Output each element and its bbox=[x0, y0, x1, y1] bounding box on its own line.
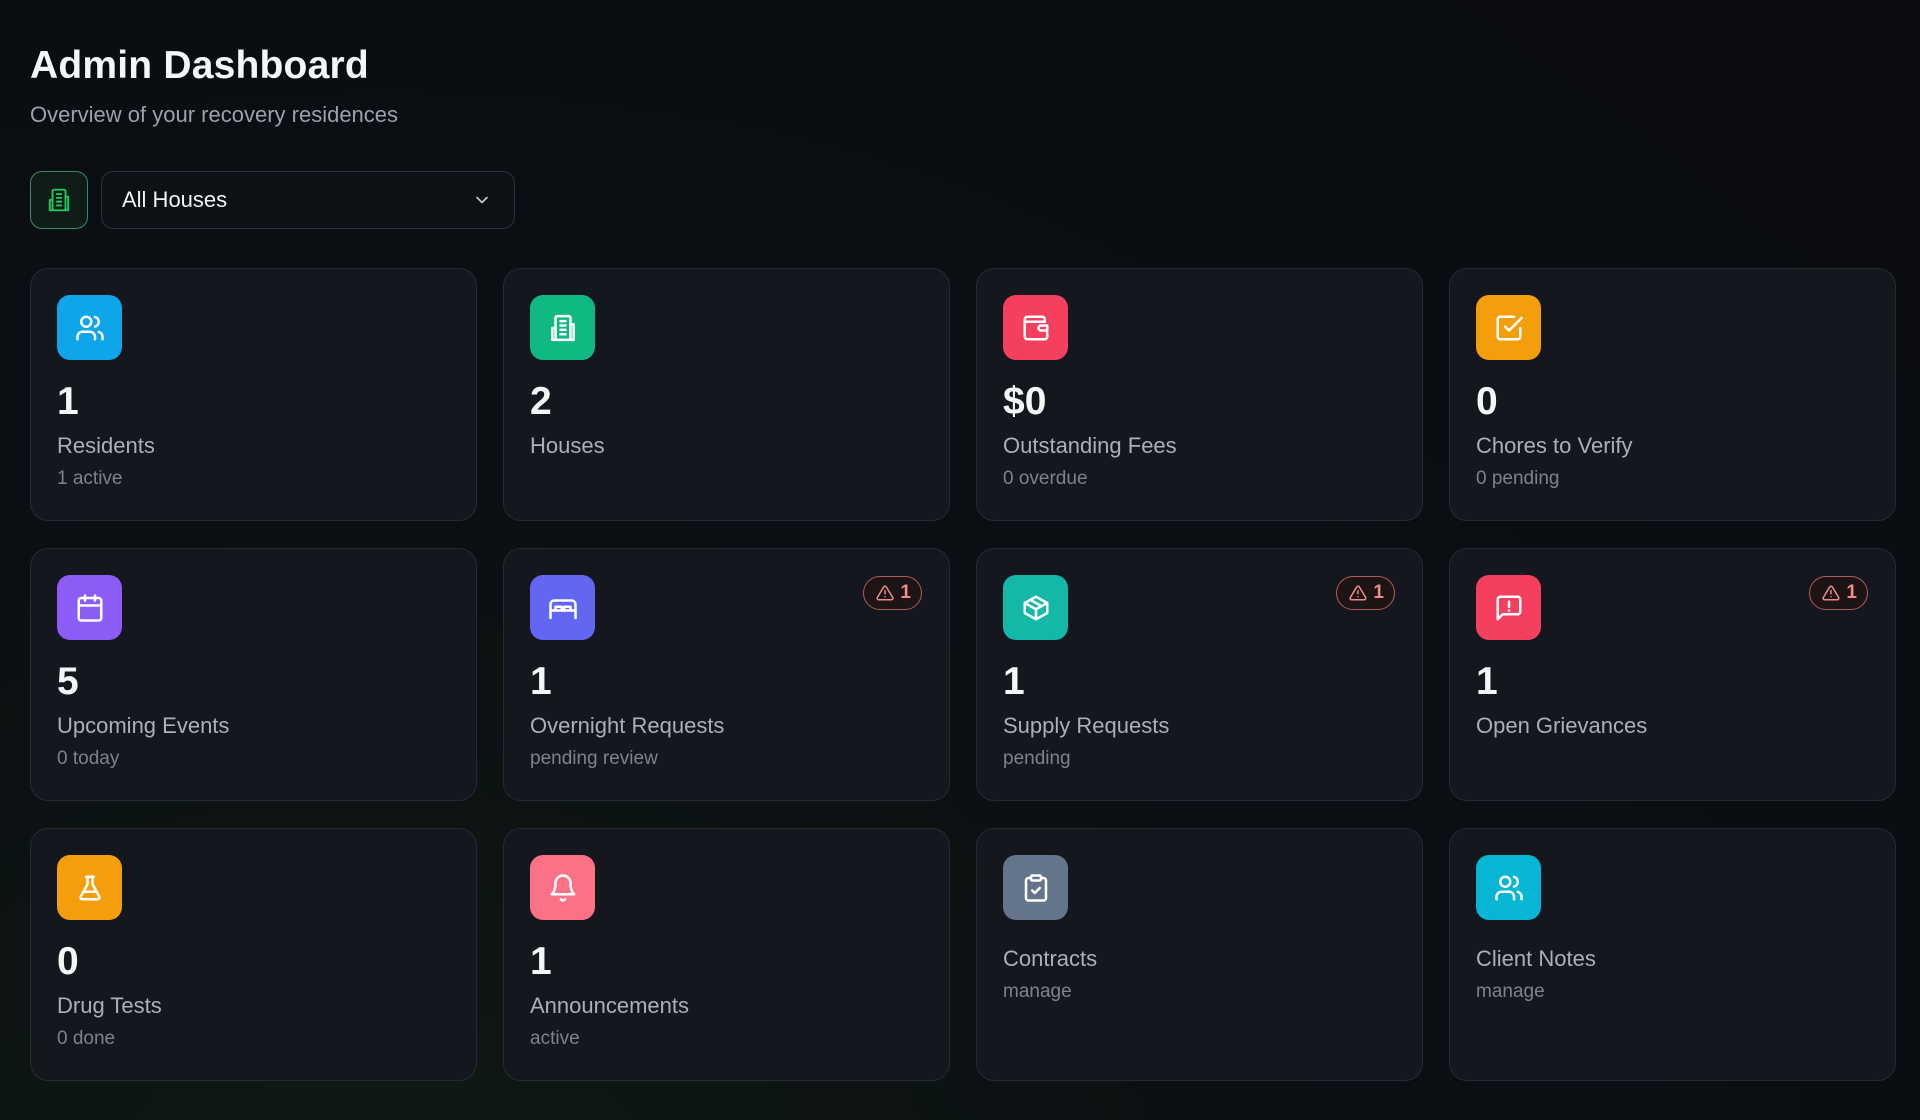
card-subtext: active bbox=[530, 1028, 580, 1049]
stat-card-announcements[interactable]: 1 Announcements active bbox=[503, 828, 950, 1081]
card-label: Chores to Verify bbox=[1476, 433, 1633, 458]
card-label: Contracts bbox=[1003, 946, 1098, 971]
card-label: Supply Requests bbox=[1003, 713, 1170, 738]
card-value: 0 bbox=[57, 940, 79, 983]
alert-triangle-icon bbox=[876, 584, 894, 602]
stat-card-houses[interactable]: 2 Houses bbox=[503, 268, 950, 521]
card-value: 1 bbox=[57, 380, 79, 423]
stat-card-grievances[interactable]: 1 Open Grievances 1 bbox=[1449, 548, 1896, 801]
stat-card-supply[interactable]: 1 Supply Requests pending 1 bbox=[976, 548, 1423, 801]
card-icon-tile bbox=[530, 855, 595, 920]
bed-icon bbox=[548, 593, 578, 623]
stat-card-events[interactable]: 5 Upcoming Events 0 today bbox=[30, 548, 477, 801]
card-icon-tile bbox=[1476, 575, 1541, 640]
dashboard-page: Admin Dashboard Overview of your recover… bbox=[30, 0, 1896, 1120]
card-icon-tile bbox=[1476, 855, 1541, 920]
bell-icon bbox=[548, 873, 578, 903]
card-label: Drug Tests bbox=[57, 993, 162, 1018]
package-icon bbox=[1021, 593, 1051, 623]
users-icon bbox=[75, 313, 105, 343]
alert-triangle-icon bbox=[1822, 584, 1840, 602]
card-label: Overnight Requests bbox=[530, 713, 725, 738]
card-subtext: 0 pending bbox=[1476, 468, 1560, 489]
stats-grid: 1 Residents 1 active 2 Houses $0 Outstanding F… bbox=[30, 268, 1896, 1081]
card-subtext: manage bbox=[1476, 981, 1545, 1002]
stat-card-fees[interactable]: $0 Outstanding Fees 0 overdue bbox=[976, 268, 1423, 521]
stat-card-contracts[interactable]: Contracts manage bbox=[976, 828, 1423, 1081]
card-value: 1 bbox=[530, 660, 552, 703]
card-label: Houses bbox=[530, 433, 605, 458]
house-select[interactable]: All Houses bbox=[101, 171, 515, 229]
calendar-icon bbox=[75, 593, 105, 623]
card-icon-tile bbox=[57, 575, 122, 640]
message-alert-icon bbox=[1494, 593, 1524, 623]
house-select-value: All Houses bbox=[122, 187, 228, 212]
card-icon-tile bbox=[1476, 295, 1541, 360]
alert-count: 1 bbox=[1373, 582, 1384, 603]
users-icon bbox=[1494, 873, 1524, 903]
card-icon-tile bbox=[530, 295, 595, 360]
alert-badge: 1 bbox=[1809, 576, 1868, 610]
card-label: Client Notes bbox=[1476, 946, 1596, 971]
card-value: 2 bbox=[530, 380, 552, 423]
stat-card-chores[interactable]: 0 Chores to Verify 0 pending bbox=[1449, 268, 1896, 521]
card-subtext: 1 active bbox=[57, 468, 123, 489]
stat-card-overnight[interactable]: 1 Overnight Requests pending review 1 bbox=[503, 548, 950, 801]
alert-badge: 1 bbox=[1336, 576, 1395, 610]
card-value: $0 bbox=[1003, 380, 1047, 423]
alert-triangle-icon bbox=[1349, 584, 1367, 602]
card-subtext: pending bbox=[1003, 748, 1071, 769]
clipboard-check-icon bbox=[1021, 873, 1051, 903]
alert-count: 1 bbox=[900, 582, 911, 603]
card-icon-tile bbox=[57, 295, 122, 360]
flask-icon bbox=[75, 873, 105, 903]
card-value: 0 bbox=[1476, 380, 1498, 423]
card-icon-tile bbox=[1003, 295, 1068, 360]
card-value: 5 bbox=[57, 660, 79, 703]
building-icon bbox=[548, 313, 578, 343]
page-subtitle: Overview of your recovery residences bbox=[30, 102, 399, 127]
card-icon-tile bbox=[1003, 855, 1068, 920]
building-icon bbox=[46, 187, 72, 213]
card-subtext: 0 done bbox=[57, 1028, 116, 1049]
chevron-down-icon bbox=[472, 190, 492, 210]
card-label: Announcements bbox=[530, 993, 689, 1018]
card-label: Open Grievances bbox=[1476, 713, 1648, 738]
card-value: 1 bbox=[530, 940, 552, 983]
card-subtext: pending review bbox=[530, 748, 658, 769]
house-filter-row: All Houses bbox=[30, 171, 515, 229]
card-label: Residents bbox=[57, 433, 155, 458]
house-filter-button[interactable] bbox=[30, 171, 88, 229]
card-icon-tile bbox=[530, 575, 595, 640]
card-label: Outstanding Fees bbox=[1003, 433, 1177, 458]
wallet-icon bbox=[1021, 313, 1051, 343]
alert-count: 1 bbox=[1846, 582, 1857, 603]
stat-card-drugtests[interactable]: 0 Drug Tests 0 done bbox=[30, 828, 477, 1081]
card-subtext: 0 today bbox=[57, 748, 120, 769]
stat-card-notes[interactable]: Client Notes manage bbox=[1449, 828, 1896, 1081]
page-title: Admin Dashboard bbox=[30, 44, 369, 87]
card-label: Upcoming Events bbox=[57, 713, 230, 738]
card-subtext: manage bbox=[1003, 981, 1072, 1002]
stat-card-residents[interactable]: 1 Residents 1 active bbox=[30, 268, 477, 521]
card-value: 1 bbox=[1476, 660, 1498, 703]
card-value: 1 bbox=[1003, 660, 1025, 703]
card-subtext: 0 overdue bbox=[1003, 468, 1088, 489]
card-icon-tile bbox=[1003, 575, 1068, 640]
card-icon-tile bbox=[57, 855, 122, 920]
alert-badge: 1 bbox=[863, 576, 922, 610]
check-square-icon bbox=[1494, 313, 1524, 343]
